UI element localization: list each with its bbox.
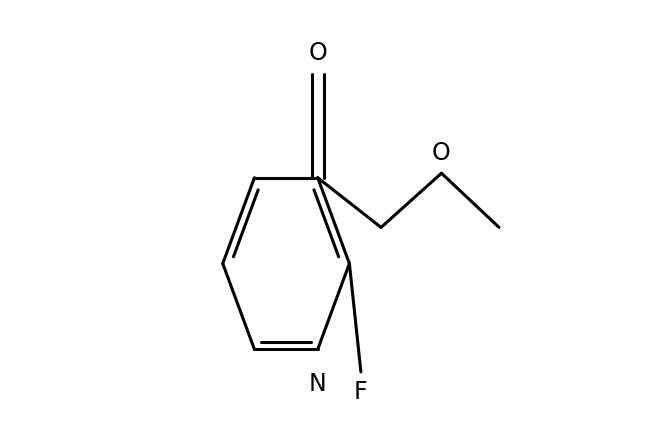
Text: O: O (432, 140, 451, 164)
Text: N: N (309, 371, 326, 394)
Text: O: O (308, 41, 327, 65)
Text: F: F (354, 379, 368, 403)
